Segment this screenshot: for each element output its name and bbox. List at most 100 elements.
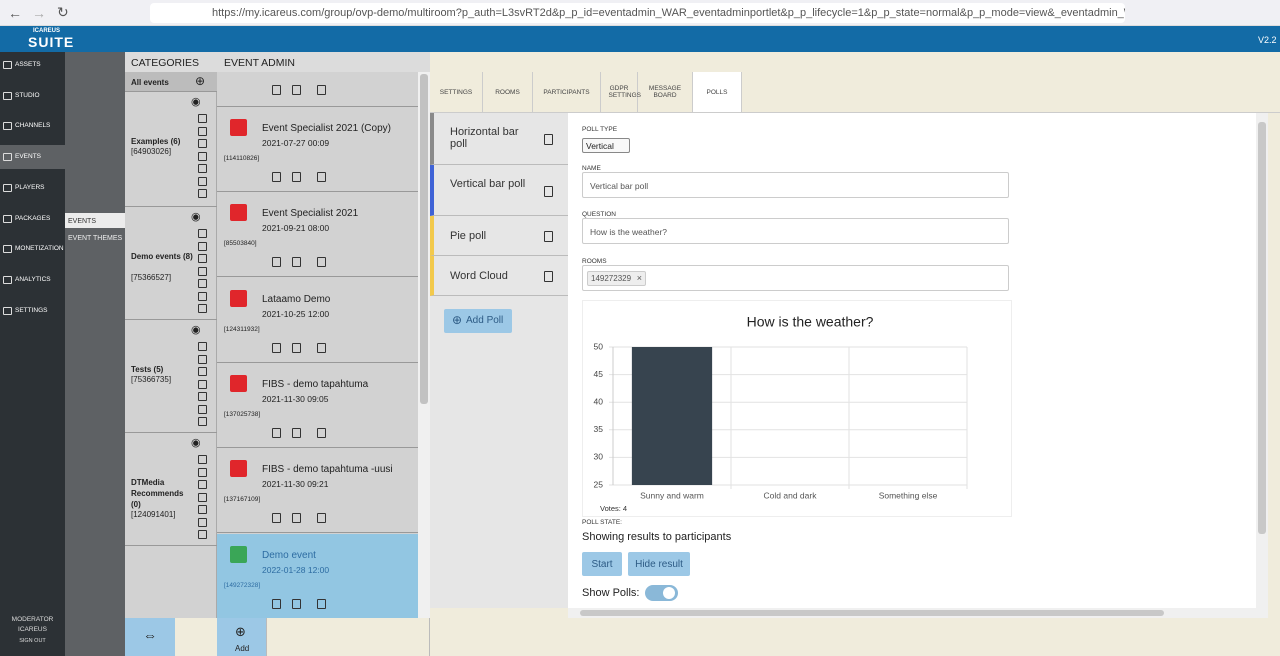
nav-item[interactable]: ASSETS: [15, 61, 41, 68]
tab[interactable]: ROOMS: [483, 72, 533, 112]
show-polls-toggle[interactable]: [645, 585, 678, 601]
add-poll-button[interactable]: Add Poll ⊕: [444, 309, 512, 333]
nav-icon[interactable]: [3, 153, 12, 162]
hide-result-button[interactable]: Hide result: [628, 552, 690, 576]
chip-remove[interactable]: ×: [636, 273, 643, 283]
category-action[interactable]: [198, 241, 207, 251]
forward-button[interactable]: →: [32, 5, 46, 21]
category-action[interactable]: [198, 304, 207, 313]
category-action[interactable]: [198, 417, 207, 426]
event-name[interactable]: FIBS - demo tapahtuma -uusi: [262, 464, 393, 476]
category-action[interactable]: [198, 126, 207, 136]
delete-poll[interactable]: [544, 134, 553, 145]
subnav-item[interactable]: EVENT THEMES: [68, 235, 123, 242]
all-events[interactable]: All events: [131, 78, 169, 87]
nav-item[interactable]: PLAYERS: [15, 183, 45, 191]
event-action[interactable]: [292, 598, 301, 609]
event-action[interactable]: [317, 513, 326, 524]
category-action[interactable]: [198, 505, 207, 514]
nav-icon[interactable]: [3, 306, 12, 315]
event-action[interactable]: [317, 427, 326, 438]
event-item[interactable]: [217, 192, 418, 278]
event-action[interactable]: [272, 598, 281, 609]
add-event-button[interactable]: ⊕ Add: [217, 618, 267, 656]
nav-icon[interactable]: [3, 275, 12, 284]
nav-icon[interactable]: [3, 61, 12, 69]
category-item[interactable]: [125, 433, 217, 546]
event-action[interactable]: [272, 172, 281, 182]
event-name[interactable]: Event Specialist 2021 (Copy): [262, 123, 391, 134]
text-input[interactable]: 149272329 ×: [582, 265, 1009, 291]
nav-item[interactable]: SETTINGS: [15, 306, 48, 314]
category-action[interactable]: [198, 342, 207, 351]
nav-item[interactable]: MONETIZATION: [15, 245, 64, 253]
event-action[interactable]: [317, 257, 326, 268]
event-item[interactable]: [217, 107, 418, 192]
nav-item[interactable]: EVENTS: [15, 153, 42, 161]
nav-item[interactable]: CHANNELS: [15, 122, 51, 130]
event-action[interactable]: [292, 257, 301, 268]
event-item[interactable]: [217, 278, 418, 363]
poll-item[interactable]: [430, 165, 568, 216]
category-action[interactable]: [198, 379, 207, 389]
poll-item[interactable]: [430, 113, 568, 165]
tab[interactable]: POLLS: [693, 72, 742, 112]
delete-poll[interactable]: [544, 231, 553, 242]
category-action[interactable]: [198, 467, 207, 477]
category-action[interactable]: [198, 114, 207, 123]
category-action[interactable]: [198, 404, 207, 414]
event-action[interactable]: [292, 427, 301, 438]
category-action[interactable]: [198, 189, 207, 198]
category-action[interactable]: [198, 176, 207, 186]
category-action[interactable]: [198, 266, 207, 276]
category-action[interactable]: [198, 492, 207, 502]
event-name[interactable]: Lataamo Demo: [262, 293, 331, 305]
category-name[interactable]: Demo events (8): [131, 252, 193, 261]
collapse-button[interactable]: ⇔: [125, 618, 175, 656]
room-chip[interactable]: 149272329 ×: [587, 271, 647, 286]
category-action[interactable]: [198, 139, 207, 148]
category-action[interactable]: [198, 229, 207, 238]
poll-item[interactable]: [430, 216, 568, 256]
event-action[interactable]: [272, 257, 281, 268]
category-action[interactable]: [198, 530, 207, 539]
event-action[interactable]: [317, 172, 326, 182]
category-action[interactable]: [198, 354, 207, 364]
start-button[interactable]: Start: [582, 552, 622, 576]
event-action[interactable]: [292, 172, 301, 182]
event-name[interactable]: Demo event: [262, 549, 316, 561]
event-item[interactable]: [217, 448, 418, 534]
nav-item[interactable]: PACKAGES: [15, 214, 51, 222]
category-action[interactable]: [198, 254, 207, 263]
delete-poll[interactable]: [544, 271, 553, 282]
category-action[interactable]: [198, 367, 207, 376]
category-action[interactable]: [198, 279, 207, 288]
event-action[interactable]: [317, 85, 326, 95]
poll-item[interactable]: [430, 256, 568, 296]
category-name[interactable]: DTMedia Recommends (0): [131, 478, 184, 509]
category-action[interactable]: [198, 480, 207, 489]
subnav-item[interactable]: EVENTS: [68, 218, 97, 225]
category-action[interactable]: [198, 517, 207, 527]
poll-type-select[interactable]: Vertical: [582, 138, 630, 153]
event-action[interactable]: [317, 598, 326, 609]
tab[interactable]: MESSAGE BOARD: [638, 72, 693, 112]
event-name[interactable]: Event Specialist 2021: [262, 208, 359, 220]
tab[interactable]: SETTINGS: [430, 72, 483, 112]
back-button[interactable]: ←: [8, 5, 22, 21]
delete-poll[interactable]: [544, 185, 553, 197]
address-bar[interactable]: https://my.icareus.com/group/ovp-demo/mu…: [150, 3, 1125, 23]
text-input[interactable]: How is the weather?: [582, 218, 1009, 244]
category-item[interactable]: [125, 320, 217, 433]
reload-button[interactable]: ↻: [57, 4, 69, 20]
event-action[interactable]: [292, 513, 301, 524]
event-action[interactable]: [317, 342, 326, 353]
category-item[interactable]: [125, 207, 217, 320]
nav-item[interactable]: ANALYTICS: [15, 275, 51, 283]
nav-item[interactable]: STUDIO: [15, 91, 40, 99]
category-action[interactable]: [198, 151, 207, 161]
poll-name[interactable]: Vertical bar poll: [450, 178, 526, 190]
category-item[interactable]: [125, 92, 217, 207]
event-action[interactable]: [272, 342, 281, 353]
event-name[interactable]: FIBS - demo tapahtuma: [262, 378, 369, 390]
